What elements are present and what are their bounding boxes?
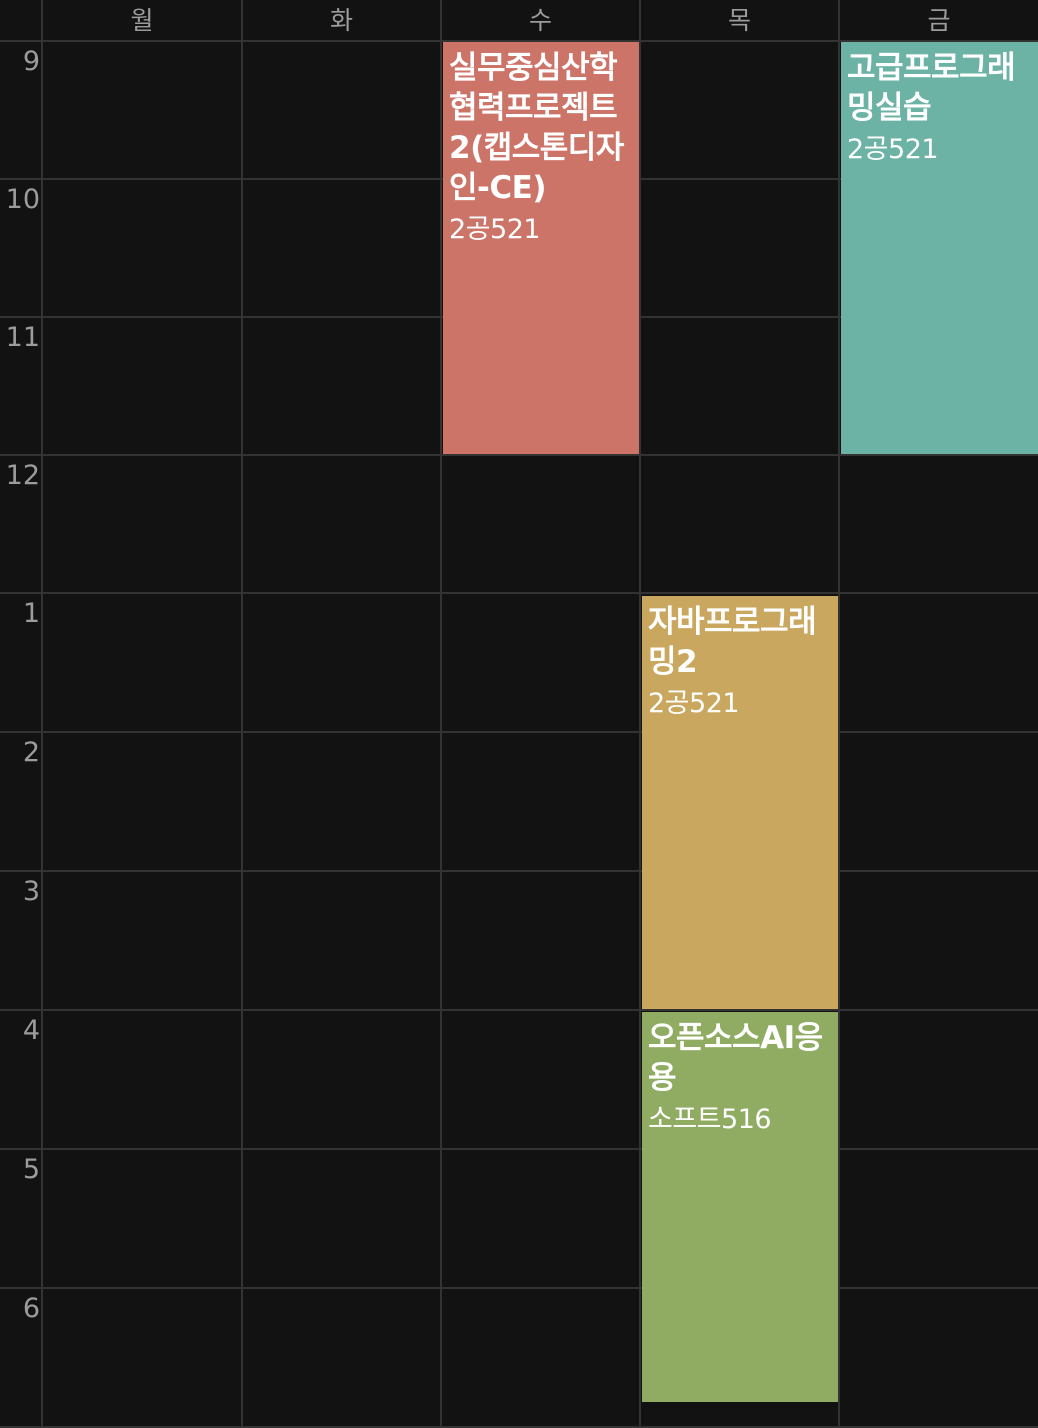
hour-label: 4 xyxy=(22,1015,40,1046)
hour-label: 12 xyxy=(5,460,40,491)
grid-line xyxy=(241,0,243,1428)
grid-line xyxy=(0,1009,1038,1011)
day-header-thu: 목 xyxy=(727,6,751,35)
hour-label: 11 xyxy=(5,322,40,353)
day-header-wed: 수 xyxy=(528,6,552,35)
grid-line xyxy=(0,40,1038,42)
grid-line xyxy=(639,0,641,1428)
grid-line xyxy=(0,454,1038,456)
day-header-mon: 월 xyxy=(130,6,154,35)
grid-line xyxy=(0,870,1038,872)
course-room: 2공521 xyxy=(449,214,541,245)
day-header-tue: 화 xyxy=(329,6,353,35)
hour-label: 5 xyxy=(22,1154,40,1185)
hour-label: 6 xyxy=(22,1293,40,1324)
course-title: 오픈소스AI응용 xyxy=(648,1020,823,1096)
hour-label: 10 xyxy=(5,184,40,215)
grid-line xyxy=(440,0,442,1428)
grid-line xyxy=(0,1148,1038,1150)
day-header-fri: 금 xyxy=(927,6,951,35)
grid-line xyxy=(0,1426,1038,1428)
course-block-opensource-ai[interactable]: 오픈소스AI응용 소프트516 xyxy=(642,1012,838,1402)
course-block-capstone[interactable]: 실무중심산학협력프로젝트2(캡스톤디자인-CE) 2공521 xyxy=(443,42,639,454)
course-title: 고급프로그래밍실습 xyxy=(847,50,1016,126)
grid-line xyxy=(838,0,840,1428)
course-title: 실무중심산학협력프로젝트2(캡스톤디자인-CE) xyxy=(449,50,624,206)
course-title: 자바프로그래밍2 xyxy=(648,604,817,680)
hour-label: 9 xyxy=(22,46,40,77)
grid-line xyxy=(0,592,1038,594)
course-room: 2공521 xyxy=(648,688,740,719)
hour-label: 3 xyxy=(22,876,40,907)
grid-line xyxy=(0,1287,1038,1289)
course-room: 2공521 xyxy=(847,134,939,165)
course-block-java-programming[interactable]: 자바프로그래밍2 2공521 xyxy=(642,596,838,1009)
hour-label: 2 xyxy=(22,737,40,768)
hour-label: 1 xyxy=(22,598,40,629)
course-room: 소프트516 xyxy=(648,1104,772,1135)
grid-line xyxy=(41,0,43,1428)
course-block-advanced-programming-lab[interactable]: 고급프로그래밍실습 2공521 xyxy=(841,42,1038,454)
grid-line xyxy=(0,731,1038,733)
